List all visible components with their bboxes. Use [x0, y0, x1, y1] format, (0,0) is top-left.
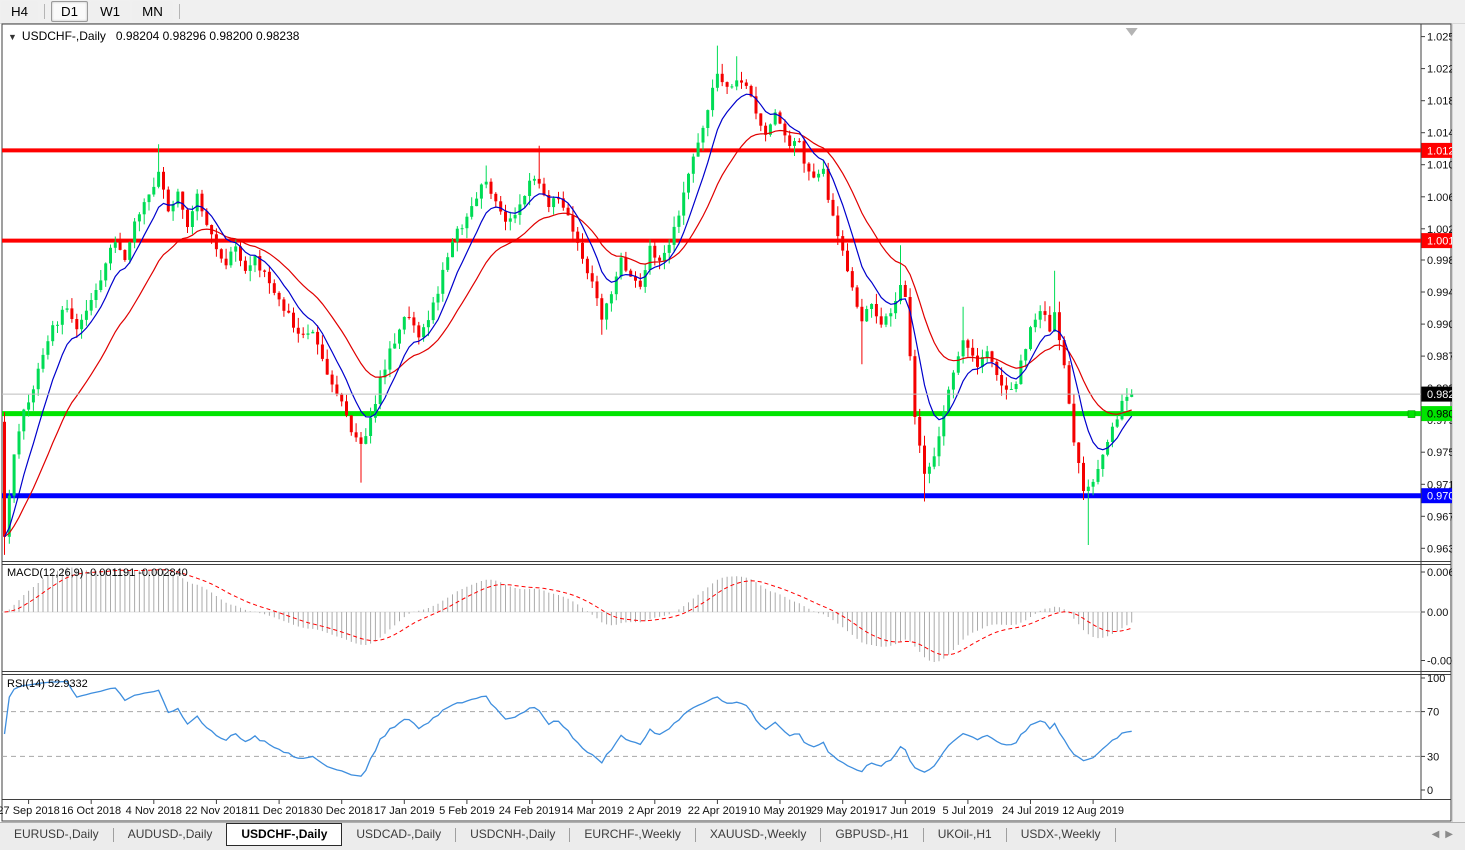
svg-text:14 Mar 2019: 14 Mar 2019: [561, 805, 623, 817]
svg-text:2 Apr 2019: 2 Apr 2019: [628, 805, 681, 817]
svg-text:22 Apr 2019: 22 Apr 2019: [688, 805, 747, 817]
timeframe-h4-button[interactable]: H4: [1, 1, 39, 22]
tab-ukoil-h1[interactable]: UKOil-,H1: [937, 827, 992, 841]
candlestick-series: [3, 45, 1134, 555]
svg-text:70: 70: [1427, 707, 1439, 719]
tab-separator: [820, 828, 822, 842]
svg-text:5 Feb 2019: 5 Feb 2019: [439, 805, 495, 817]
svg-text:11 Dec 2018: 11 Dec 2018: [248, 805, 310, 817]
tab-separator: [455, 828, 457, 842]
tab-xauusd-weekly[interactable]: XAUUSD-,Weekly: [709, 827, 807, 841]
tab-scroll-right-icon[interactable]: ▶: [1445, 829, 1459, 840]
moving-average-lines: [3, 93, 1133, 538]
svg-text:12 Aug 2019: 12 Aug 2019: [1062, 805, 1124, 817]
tab-separator: [569, 828, 571, 842]
svg-text:0.00: 0.00: [1427, 607, 1448, 619]
svg-text:10 May 2019: 10 May 2019: [748, 805, 812, 817]
svg-text:4 Nov 2018: 4 Nov 2018: [126, 805, 182, 817]
svg-text:30: 30: [1427, 751, 1439, 763]
timeframe-d1-button[interactable]: D1: [51, 1, 89, 22]
tab-eurchf-weekly[interactable]: EURCHF-,Weekly: [584, 827, 681, 841]
tab-separator: [1005, 828, 1007, 842]
tab-usdchf-daily[interactable]: USDCHF-,Daily: [226, 823, 343, 846]
vertical-scrollbar[interactable]: [1452, 24, 1465, 822]
svg-text:30 Dec 2018: 30 Dec 2018: [311, 805, 373, 817]
svg-text:16 Oct 2018: 16 Oct 2018: [61, 805, 121, 817]
svg-text:22 Nov 2018: 22 Nov 2018: [185, 805, 247, 817]
svg-text:17 Jan 2019: 17 Jan 2019: [374, 805, 435, 817]
time-axis: 27 Sep 2018 16 Oct 2018 4 Nov 2018 22 Nov 2…: [0, 799, 1124, 817]
timeframe-mn-button[interactable]: MN: [132, 1, 173, 22]
svg-text:5 Jul 2019: 5 Jul 2019: [943, 805, 994, 817]
svg-text:24 Jul 2019: 24 Jul 2019: [1002, 805, 1059, 817]
chart-tab-bar: EURUSD-,Daily AUDUSD-,Daily USDCHF-,Dail…: [0, 822, 1465, 850]
tab-scroll-left-icon[interactable]: ◀: [1431, 829, 1446, 840]
svg-text:24 Feb 2019: 24 Feb 2019: [499, 805, 561, 817]
tab-eurusd-daily[interactable]: EURUSD-,Daily: [14, 827, 99, 841]
horizontal-level-lines[interactable]: [2, 148, 1421, 499]
tab-usdx-weekly[interactable]: USDX-,Weekly: [1020, 827, 1101, 841]
tab-separator: [1114, 828, 1116, 842]
panel-borders: [1, 23, 1452, 822]
svg-text:27 Sep 2018: 27 Sep 2018: [0, 805, 60, 817]
svg-text:29 May 2019: 29 May 2019: [811, 805, 875, 817]
tab-separator: [922, 828, 924, 842]
toolbar-separator: [44, 4, 46, 19]
rsi-indicator: 100 70 30 0: [2, 673, 1445, 797]
tab-usdcad-daily[interactable]: USDCAD-,Daily: [356, 827, 442, 841]
svg-text:100: 100: [1427, 673, 1445, 685]
tab-audusd-daily[interactable]: AUDUSD-,Daily: [127, 827, 213, 841]
timeframe-w1-button[interactable]: W1: [90, 1, 131, 22]
svg-text:17 Jun 2019: 17 Jun 2019: [875, 805, 936, 817]
bar-shift-marker-icon: [1125, 28, 1138, 36]
tab-separator: [694, 828, 696, 842]
toolbar-separator: [178, 4, 180, 19]
svg-text:0: 0: [1427, 785, 1433, 797]
tab-separator: [112, 828, 114, 842]
tab-usdcnh-daily[interactable]: USDCNH-,Daily: [470, 827, 556, 841]
macd-indicator: 0.0062860.00-0.00762: [2, 567, 1465, 668]
tab-gbpusd-h1[interactable]: GBPUSD-,H1: [835, 827, 909, 841]
